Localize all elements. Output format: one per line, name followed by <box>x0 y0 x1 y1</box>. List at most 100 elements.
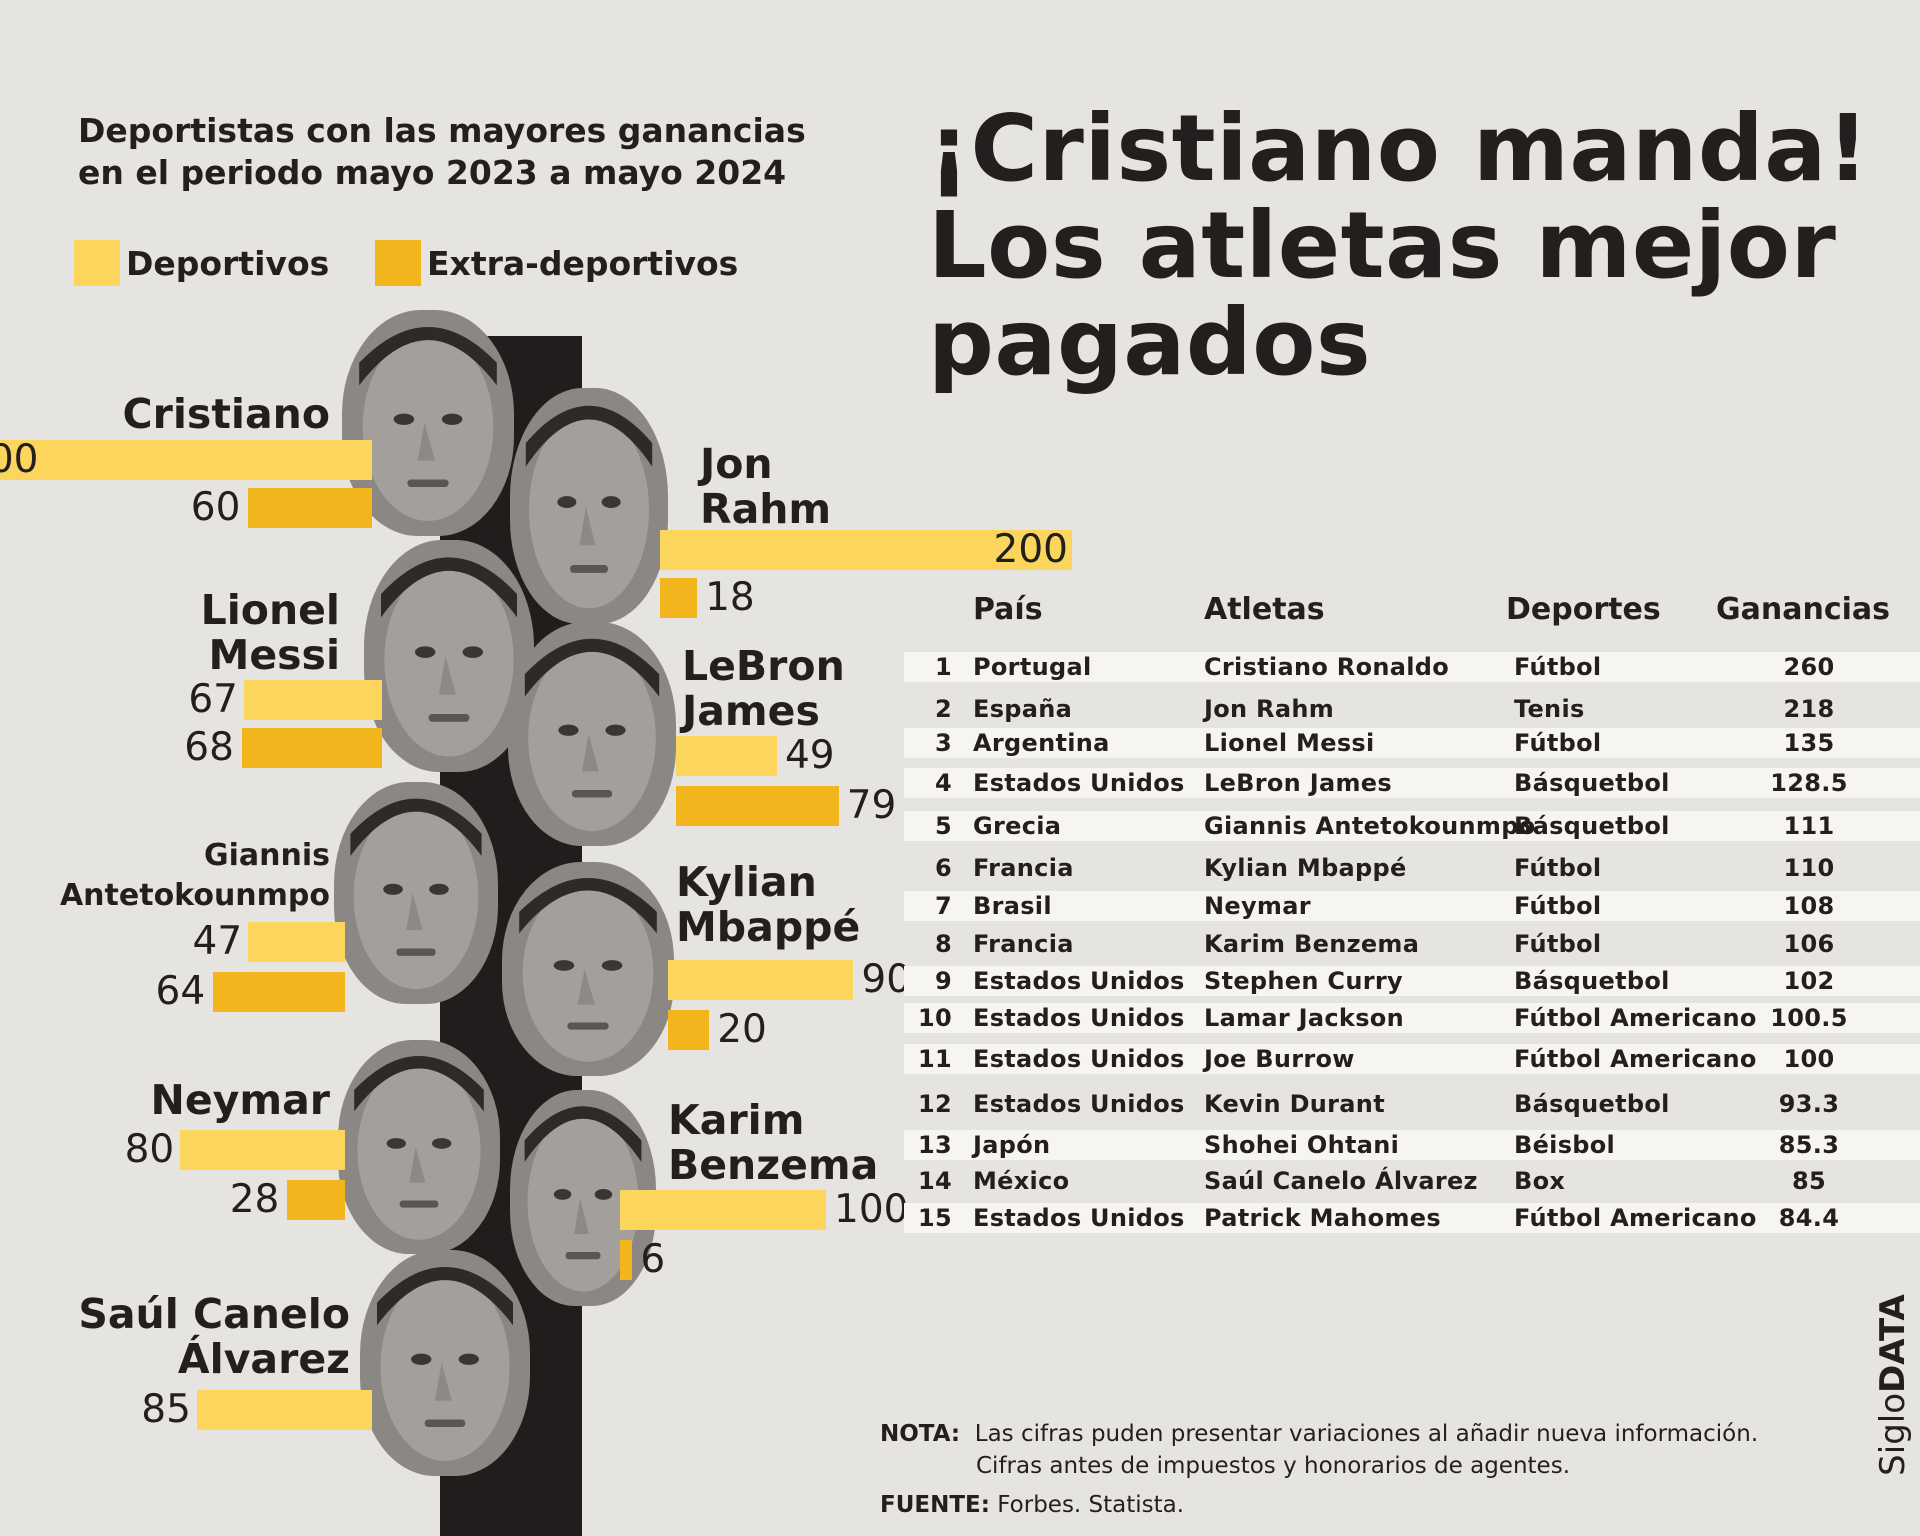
row-country: Estados Unidos <box>973 1045 1185 1073</box>
athlete-photo <box>334 782 498 1004</box>
table-row: 15 Estados Unidos Patrick Mahomes Fútbol Am… <box>904 1203 1920 1233</box>
table-row: 14 México Saúl Canelo Álvarez Box 85 <box>904 1166 1920 1196</box>
nota-text-1: Las cifras puden presentar variaciones a… <box>974 1421 1759 1447</box>
table-row: 13 Japón Shohei Ohtani Béisbol 85.3 <box>904 1130 1920 1160</box>
row-earnings: 111 <box>1783 812 1835 840</box>
row-country: Estados Unidos <box>973 769 1185 797</box>
row-earnings: 100.5 <box>1770 1004 1848 1032</box>
row-sport: Fútbol <box>1514 892 1602 920</box>
row-rank: 6 <box>935 854 952 882</box>
row-rank: 11 <box>918 1045 952 1073</box>
bar-deportivos <box>243 680 382 720</box>
table-row: 10 Estados Unidos Lamar Jackson Fútbol Amer… <box>904 1003 1920 1033</box>
nota-text-2: Cifras antes de impuestos y honorarios d… <box>976 1453 1571 1479</box>
athlete-name: Jon Rahm <box>700 440 832 533</box>
bar-deportivos <box>676 736 777 776</box>
header-atletas: Atletas <box>1204 592 1325 627</box>
row-earnings: 100 <box>1783 1045 1835 1073</box>
row-country: Francia <box>973 930 1074 958</box>
bar-extra <box>241 728 382 768</box>
table-row: 5 Grecia Giannis Antetokounmpo Básquetbol 11… <box>904 811 1920 841</box>
row-athlete: Kylian Mbappé <box>1204 854 1407 882</box>
bar-extra <box>248 488 372 528</box>
row-country: Estados Unidos <box>973 1090 1185 1118</box>
row-earnings: 102 <box>1783 967 1835 995</box>
athlete-photo <box>510 388 668 624</box>
athlete-photo <box>502 862 674 1076</box>
table-row: 11 Estados Unidos Joe Burrow Fútbol America… <box>904 1044 1920 1074</box>
athlete-name: Karim Benzema <box>668 1096 879 1189</box>
fuente-line: FUENTE: Forbes. Statista. <box>880 1489 1758 1521</box>
row-rank: 12 <box>918 1090 952 1118</box>
table-row: 12 Estados Unidos Kevin Durant Básquetbol 93… <box>904 1089 1920 1119</box>
row-athlete: Giannis Antetokounmpo <box>1204 812 1536 840</box>
bar-extra <box>676 786 839 826</box>
legend-swatch-deportivos <box>74 240 120 286</box>
row-country: Estados Unidos <box>973 967 1185 995</box>
row-rank: 10 <box>918 1004 952 1032</box>
bar-deportivos <box>196 1390 372 1430</box>
legend-label-deportivos: Deportivos <box>126 243 330 283</box>
page-title: ¡Cristiano manda! Los atletas mejor paga… <box>928 95 1870 396</box>
value-deportivos: 47 <box>192 919 243 964</box>
row-earnings: 218 <box>1783 695 1835 723</box>
table-header: País Atletas Deportes Ganancias <box>904 592 1920 642</box>
athlete-photo <box>360 1250 530 1476</box>
athlete-name: Lionel Messi <box>200 586 340 679</box>
legend-deportivos: Deportivos <box>74 238 329 288</box>
row-earnings: 128.5 <box>1770 769 1848 797</box>
bar-extra <box>668 1010 710 1050</box>
row-earnings: 85.3 <box>1778 1131 1840 1159</box>
legend-swatch-extra <box>375 240 421 286</box>
row-earnings: 135 <box>1783 729 1835 757</box>
bar-extra <box>620 1240 633 1280</box>
bar-extra <box>213 972 345 1012</box>
value-deportivos: 200 <box>993 527 1068 572</box>
row-country: Grecia <box>973 812 1062 840</box>
fuente-text: Forbes. Statista. <box>997 1492 1185 1518</box>
bar-extra <box>660 578 698 618</box>
row-country: México <box>973 1167 1070 1195</box>
row-rank: 13 <box>918 1131 952 1159</box>
row-sport: Box <box>1514 1167 1566 1195</box>
row-country: Japón <box>973 1131 1051 1159</box>
row-sport: Fútbol <box>1514 653 1602 681</box>
row-athlete: Neymar <box>1204 892 1311 920</box>
bar-deportivos <box>248 922 345 962</box>
table-row: 3 Argentina Lionel Messi Fútbol 135 <box>904 728 1920 758</box>
legend-extra: Extra-deportivos <box>375 238 738 288</box>
row-sport: Tenis <box>1514 695 1585 723</box>
row-rank: 3 <box>935 729 952 757</box>
nota-line-1: NOTA: Las cifras puden presentar variaci… <box>880 1418 1758 1450</box>
brand-light: Siglo <box>1873 1392 1913 1476</box>
nota-line-2: Cifras antes de impuestos y honorarios d… <box>880 1450 1758 1482</box>
header-pais: País <box>973 592 1043 627</box>
row-sport: Básquetbol <box>1514 967 1670 995</box>
row-rank: 9 <box>935 967 952 995</box>
table-row: 8 Francia Karim Benzema Fútbol 106 <box>904 929 1920 959</box>
row-athlete: Saúl Canelo Álvarez <box>1204 1167 1478 1195</box>
nota-label: NOTA: <box>880 1421 961 1447</box>
header-deportes: Deportes <box>1506 592 1661 627</box>
value-deportivos: 85 <box>141 1387 191 1432</box>
table-row: 1 Portugal Cristiano Ronaldo Fútbol 260 <box>904 652 1920 682</box>
row-earnings: 260 <box>1783 653 1835 681</box>
row-rank: 14 <box>918 1167 952 1195</box>
bar-deportivos <box>620 1190 826 1230</box>
table-row: 9 Estados Unidos Stephen Curry Básquetbol 10… <box>904 966 1920 996</box>
row-sport: Básquetbol <box>1514 812 1670 840</box>
row-sport: Básquetbol <box>1514 1090 1670 1118</box>
row-sport: Béisbol <box>1514 1131 1616 1159</box>
value-extra: 18 <box>705 575 755 620</box>
row-rank: 8 <box>935 930 952 958</box>
header-ganancias: Ganancias <box>1716 592 1890 627</box>
row-sport: Fútbol <box>1514 854 1602 882</box>
row-earnings: 108 <box>1783 892 1835 920</box>
bar-deportivos <box>668 960 854 1000</box>
row-earnings: 93.3 <box>1778 1090 1840 1118</box>
legend-label-extra: Extra-deportivos <box>427 243 739 283</box>
row-athlete: Lamar Jackson <box>1204 1004 1404 1032</box>
row-country: Portugal <box>973 653 1092 681</box>
row-athlete: Shohei Ohtani <box>1204 1131 1400 1159</box>
footnote: NOTA: Las cifras puden presentar variaci… <box>880 1418 1758 1521</box>
